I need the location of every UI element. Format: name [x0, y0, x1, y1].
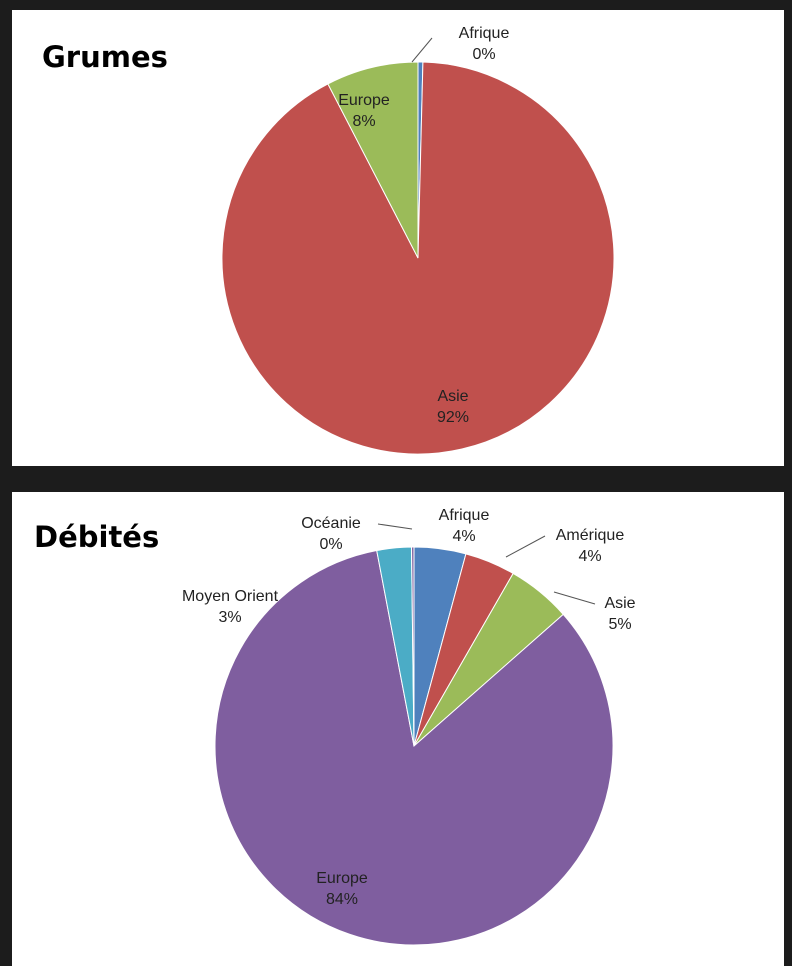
leader-line-amerique	[505, 535, 546, 558]
data-label-name-afrique: Afrique	[439, 507, 490, 524]
data-label-name-moyen-orient: Moyen Orient	[182, 588, 279, 605]
leader-line-asie	[553, 591, 596, 605]
data-label-percent-europe: 84%	[326, 891, 358, 908]
pie-slice-oceanie	[410, 546, 415, 747]
data-label-name-europe: Europe	[338, 92, 390, 109]
chart-panel-debites: Débités Afrique 4% Amérique 4% Asie 5% Europe 8…	[12, 492, 784, 966]
data-label-name-asie: Asie	[604, 595, 635, 612]
chart-panel-grumes: Grumes Afrique 0% Asie 92% Europe 8%	[12, 10, 784, 466]
data-label-percent-afrique: 0%	[472, 46, 495, 63]
data-label-name-oceanie: Océanie	[301, 515, 361, 532]
data-label-percent-moyen-orient: 3%	[218, 609, 241, 626]
pie-chart-debites: Afrique 4% Amérique 4% Asie 5% Europe 84% Moyen …	[182, 507, 636, 946]
data-label-percent-afrique: 4%	[452, 528, 475, 545]
chart-title: Grumes	[42, 40, 168, 74]
data-label-name-amerique: Amérique	[556, 527, 625, 544]
data-label-percent-oceanie: 0%	[319, 536, 342, 553]
data-label-name-afrique: Afrique	[459, 25, 510, 42]
data-label-name-asie: Asie	[437, 388, 468, 405]
data-label-name-europe: Europe	[316, 870, 368, 887]
data-label-percent-amerique: 4%	[578, 548, 601, 565]
leader-line-afrique	[411, 37, 433, 63]
data-label-percent-europe: 8%	[352, 113, 375, 130]
pie-slice-europe	[214, 549, 614, 946]
leader-line-oceanie	[377, 523, 413, 530]
pie-slice-europe	[327, 61, 419, 259]
pie-chart-grumes: Afrique 0% Asie 92% Europe 8%	[221, 25, 615, 455]
data-label-percent-asie: 5%	[608, 616, 631, 633]
chart-title: Débités	[34, 520, 160, 554]
data-label-percent-asie: 92%	[437, 409, 469, 426]
